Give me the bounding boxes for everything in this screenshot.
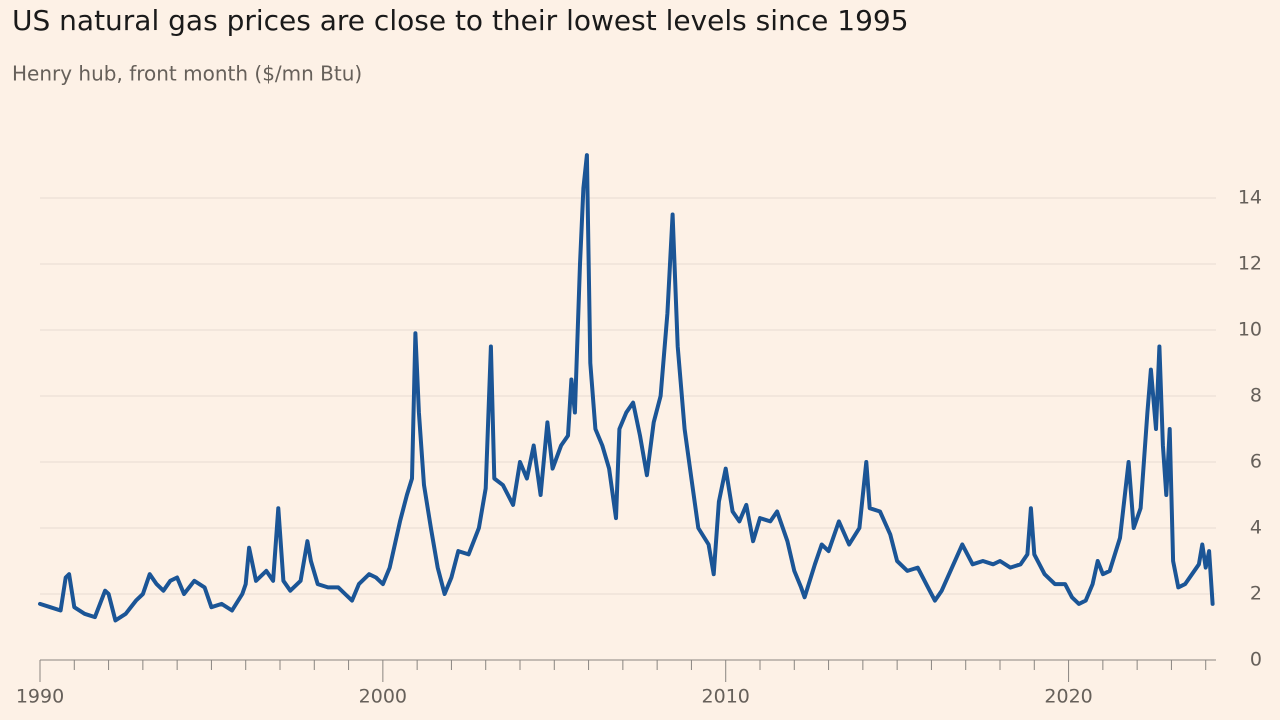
y-tick-label: 2 [1250, 583, 1262, 605]
chart-subtitle: Henry hub, front month ($/mn Btu) [12, 62, 362, 86]
y-tick-label: 0 [1250, 649, 1262, 671]
x-tick-label: 2010 [702, 686, 750, 708]
y-tick-label: 8 [1250, 385, 1262, 407]
chart-title: US natural gas prices are close to their… [12, 4, 909, 37]
y-tick-label: 4 [1250, 517, 1262, 539]
x-tick-label: 1990 [16, 686, 64, 708]
price-line [38, 153, 1215, 623]
y-tick-label: 12 [1238, 253, 1262, 275]
y-tick-label: 10 [1238, 319, 1262, 341]
y-tick-label: 6 [1250, 451, 1262, 473]
y-tick-label: 14 [1238, 187, 1262, 209]
x-tick-label: 2000 [359, 686, 407, 708]
x-tick-label: 2020 [1044, 686, 1092, 708]
